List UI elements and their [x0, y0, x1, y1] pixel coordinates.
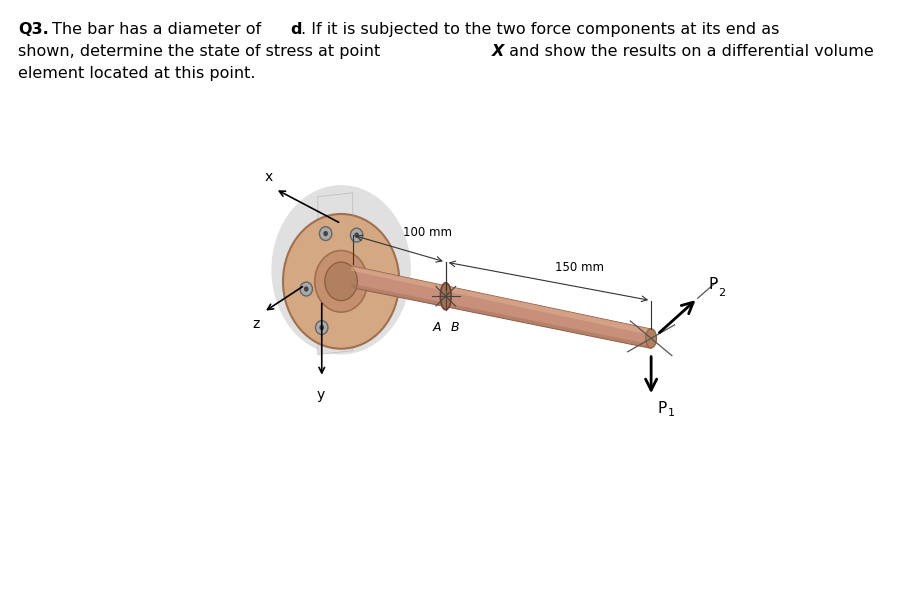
- Text: y: y: [316, 387, 324, 401]
- Ellipse shape: [283, 214, 400, 349]
- Text: A: A: [432, 321, 441, 334]
- Text: element located at this point.: element located at this point.: [18, 66, 256, 81]
- Text: Q3.: Q3.: [18, 22, 49, 37]
- Ellipse shape: [300, 282, 312, 296]
- Text: P: P: [657, 401, 667, 416]
- Ellipse shape: [320, 325, 324, 330]
- Text: shown, determine the state of stress at point: shown, determine the state of stress at …: [18, 44, 385, 59]
- Text: P: P: [708, 277, 717, 292]
- Polygon shape: [351, 266, 651, 335]
- Text: 1: 1: [668, 408, 674, 417]
- Ellipse shape: [350, 228, 363, 242]
- Text: The bar has a diameter of: The bar has a diameter of: [52, 22, 266, 37]
- Ellipse shape: [272, 185, 411, 354]
- Text: 2: 2: [718, 288, 725, 298]
- Text: X: X: [492, 44, 504, 59]
- Text: 150 mm: 150 mm: [554, 261, 604, 274]
- Ellipse shape: [320, 226, 332, 241]
- Polygon shape: [318, 193, 353, 354]
- Ellipse shape: [315, 250, 367, 312]
- Ellipse shape: [304, 286, 309, 292]
- Ellipse shape: [355, 233, 359, 238]
- Ellipse shape: [645, 329, 656, 348]
- Text: 100 mm: 100 mm: [403, 226, 452, 239]
- Text: d: d: [290, 22, 302, 37]
- Text: B: B: [451, 321, 459, 334]
- Text: and show the results on a differential volume: and show the results on a differential v…: [504, 44, 874, 59]
- Ellipse shape: [323, 231, 328, 236]
- Ellipse shape: [316, 321, 328, 335]
- Text: x: x: [265, 170, 274, 184]
- Polygon shape: [351, 266, 651, 348]
- Ellipse shape: [440, 283, 451, 310]
- Text: z: z: [252, 317, 259, 330]
- Text: . If it is subjected to the two force components at its end as: . If it is subjected to the two force co…: [301, 22, 779, 37]
- Ellipse shape: [325, 262, 357, 300]
- Polygon shape: [351, 283, 651, 348]
